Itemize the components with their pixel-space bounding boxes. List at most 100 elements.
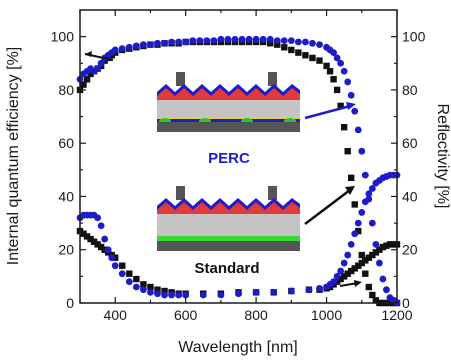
data-point xyxy=(372,297,380,304)
standard-inset-label: Standard xyxy=(194,260,259,277)
data-point xyxy=(80,81,87,88)
data-point xyxy=(362,270,369,277)
standard-cell-schematic xyxy=(157,186,300,251)
data-point xyxy=(87,235,94,243)
data-point xyxy=(333,278,341,285)
data-point xyxy=(361,171,369,179)
data-point xyxy=(309,39,316,47)
data-point xyxy=(368,219,376,227)
data-point xyxy=(365,283,373,291)
data-point xyxy=(154,39,161,47)
data-point xyxy=(344,270,351,277)
data-point xyxy=(295,49,302,56)
data-point xyxy=(376,246,383,253)
data-point xyxy=(161,39,168,47)
data-point xyxy=(245,35,253,43)
data-point xyxy=(238,35,246,43)
data-point xyxy=(361,198,369,206)
arrow-head-2 xyxy=(346,102,356,110)
data-point xyxy=(140,281,147,288)
data-point xyxy=(111,262,119,270)
data-point xyxy=(316,57,323,64)
perc-passivation xyxy=(157,118,300,122)
perc-rear-yellow xyxy=(157,117,300,119)
data-point xyxy=(355,227,362,235)
data-point xyxy=(340,67,348,75)
data-point xyxy=(333,54,341,62)
perc-emitter xyxy=(157,88,300,102)
data-point xyxy=(133,275,140,283)
data-point xyxy=(108,254,116,262)
arrow-head-4 xyxy=(354,280,362,287)
y-tick-label-left: 0 xyxy=(66,295,74,311)
data-point xyxy=(94,65,102,72)
data-point xyxy=(259,35,267,43)
std-bsf xyxy=(157,236,300,241)
data-point xyxy=(365,190,373,198)
y-tick-label-left: 20 xyxy=(58,242,74,258)
perc-contact-1 xyxy=(176,72,185,86)
data-point xyxy=(337,59,345,67)
x-tick-label: 1200 xyxy=(381,307,412,323)
data-point xyxy=(358,251,365,259)
data-point xyxy=(337,267,345,275)
y-tick-label-left: 40 xyxy=(58,188,74,204)
arrow-head-3 xyxy=(345,186,355,195)
data-point xyxy=(347,91,355,99)
data-point xyxy=(355,262,362,269)
data-point xyxy=(97,59,105,67)
data-point xyxy=(302,38,309,46)
data-point xyxy=(386,241,394,248)
std-bulk xyxy=(157,214,300,236)
data-point xyxy=(358,209,366,216)
data-point xyxy=(175,291,183,299)
data-point xyxy=(161,287,168,295)
data-point xyxy=(274,41,281,48)
data-point xyxy=(87,70,94,78)
data-point xyxy=(118,45,126,53)
data-point xyxy=(97,222,105,230)
data-point xyxy=(224,35,232,43)
data-point xyxy=(83,76,91,83)
data-point xyxy=(125,43,133,51)
data-point xyxy=(210,37,218,45)
std-contact-2 xyxy=(268,186,277,200)
data-point xyxy=(340,273,348,280)
std-arc-layer xyxy=(157,198,300,212)
perc-arc-layer xyxy=(157,84,300,98)
data-point xyxy=(348,174,355,182)
data-point xyxy=(154,290,161,298)
y-tick-label-right: 100 xyxy=(402,29,426,45)
x-tick-label: 1000 xyxy=(311,307,342,323)
data-point xyxy=(270,288,278,296)
data-point xyxy=(351,201,358,208)
y-tick-label-right: 60 xyxy=(402,135,418,151)
data-point xyxy=(379,243,387,251)
data-point xyxy=(294,38,302,46)
data-point xyxy=(383,242,390,249)
data-point xyxy=(333,86,341,94)
data-point xyxy=(235,290,242,298)
data-point xyxy=(333,272,341,280)
data-point xyxy=(196,37,204,45)
data-point xyxy=(372,241,380,248)
data-point xyxy=(161,291,168,299)
data-marks xyxy=(76,35,401,307)
data-point xyxy=(330,76,337,83)
data-point xyxy=(147,283,154,291)
y-tick-label-left: 80 xyxy=(58,82,74,98)
data-point xyxy=(94,214,102,222)
data-point xyxy=(273,37,281,45)
y-tick-label-right: 20 xyxy=(402,242,418,258)
std-rear-metal xyxy=(157,241,300,251)
data-point xyxy=(147,41,154,49)
data-point xyxy=(383,286,390,294)
data-point xyxy=(344,78,352,86)
data-point xyxy=(189,37,197,45)
data-point xyxy=(305,286,313,294)
x-tick-label: 600 xyxy=(174,307,198,323)
data-point xyxy=(83,233,91,240)
data-point xyxy=(90,238,98,245)
